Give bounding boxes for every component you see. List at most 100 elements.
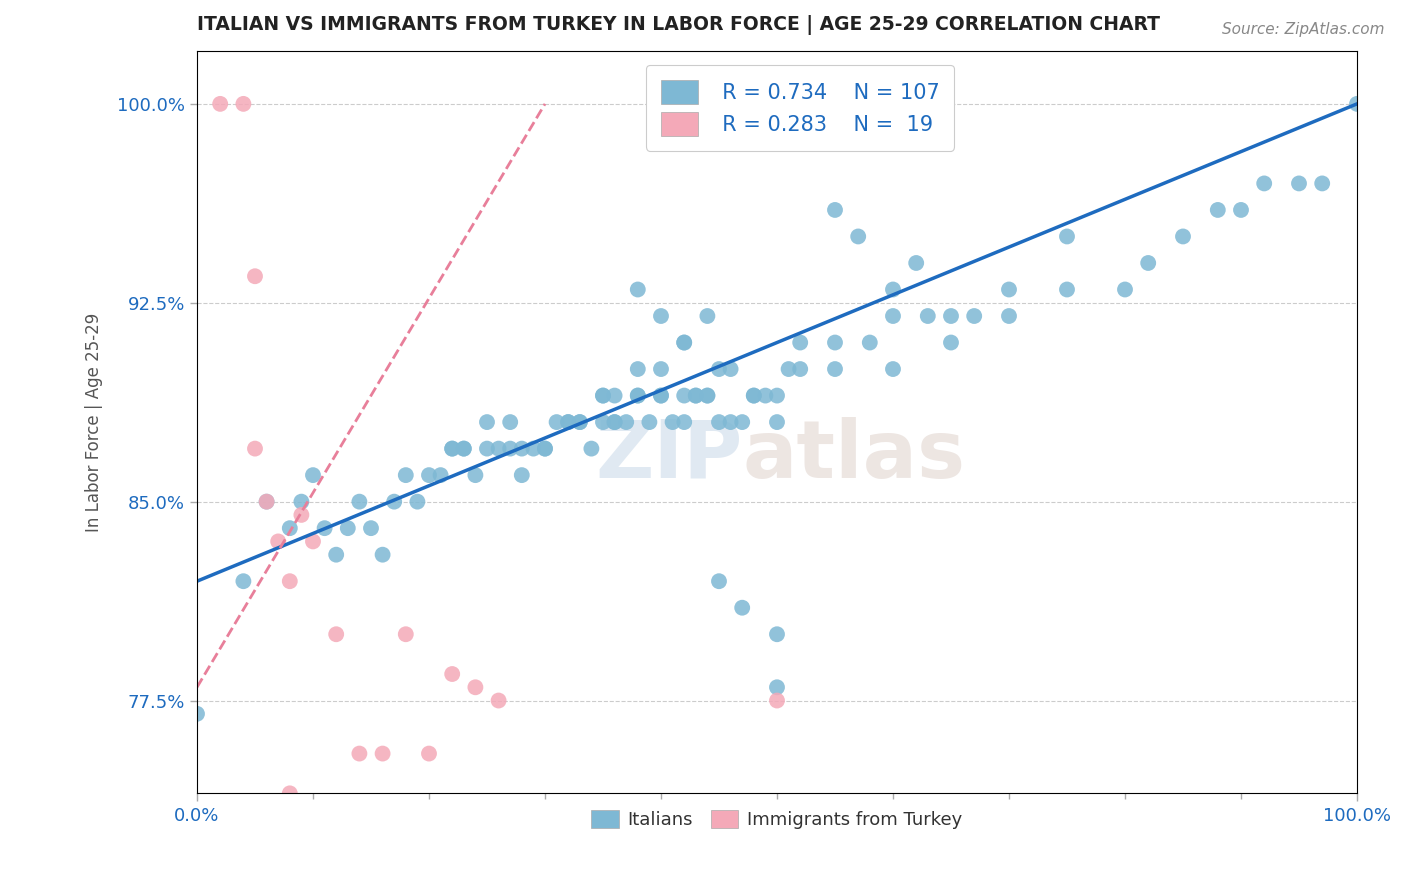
- Point: [824, 202, 846, 217]
- Point: [441, 442, 464, 456]
- Point: [557, 415, 579, 429]
- Point: [349, 494, 371, 508]
- Point: [453, 442, 475, 456]
- Point: [731, 600, 754, 615]
- Point: [349, 747, 371, 761]
- Point: [846, 229, 869, 244]
- Point: [568, 415, 591, 429]
- Point: [1171, 229, 1194, 244]
- Point: [209, 96, 232, 111]
- Point: [371, 747, 394, 761]
- Point: [557, 415, 579, 429]
- Point: [614, 415, 637, 429]
- Point: [510, 442, 533, 456]
- Point: [186, 706, 208, 721]
- Point: [685, 388, 707, 402]
- Point: [429, 468, 451, 483]
- Point: [510, 468, 533, 483]
- Point: [441, 667, 464, 681]
- Point: [603, 415, 626, 429]
- Point: [673, 335, 696, 350]
- Point: [290, 508, 312, 522]
- Point: [707, 415, 730, 429]
- Point: [406, 494, 429, 508]
- Point: [475, 415, 498, 429]
- Point: [754, 388, 776, 402]
- Point: [650, 309, 672, 323]
- Text: atlas: atlas: [742, 417, 966, 494]
- Point: [882, 283, 904, 297]
- Point: [603, 388, 626, 402]
- Point: [314, 521, 336, 535]
- Point: [581, 442, 603, 456]
- Point: [592, 388, 614, 402]
- Point: [534, 442, 557, 456]
- Point: [998, 283, 1021, 297]
- Point: [1253, 177, 1275, 191]
- Point: [789, 362, 811, 376]
- Point: [696, 309, 718, 323]
- Point: [488, 442, 510, 456]
- Point: [650, 362, 672, 376]
- Point: [917, 309, 939, 323]
- Point: [243, 269, 266, 284]
- Point: [720, 362, 742, 376]
- Point: [499, 442, 522, 456]
- Point: [673, 335, 696, 350]
- Point: [1114, 283, 1136, 297]
- Point: [766, 680, 789, 694]
- Point: [673, 388, 696, 402]
- Point: [336, 521, 359, 535]
- Point: [256, 494, 278, 508]
- Point: [1230, 202, 1253, 217]
- Point: [546, 415, 568, 429]
- Y-axis label: In Labor Force | Age 25-29: In Labor Force | Age 25-29: [86, 312, 103, 532]
- Point: [685, 388, 707, 402]
- Point: [499, 415, 522, 429]
- Point: [1056, 229, 1078, 244]
- Point: [464, 468, 486, 483]
- Point: [742, 388, 765, 402]
- Point: [766, 693, 789, 707]
- Point: [395, 627, 418, 641]
- Point: [627, 388, 650, 402]
- Point: [232, 574, 254, 589]
- Point: [824, 362, 846, 376]
- Point: [742, 388, 765, 402]
- Point: [627, 283, 650, 297]
- Point: [824, 335, 846, 350]
- Point: [673, 415, 696, 429]
- Point: [325, 627, 347, 641]
- Point: [603, 415, 626, 429]
- Point: [766, 627, 789, 641]
- Point: [464, 680, 486, 694]
- Point: [278, 574, 301, 589]
- Point: [778, 362, 800, 376]
- Point: [882, 309, 904, 323]
- Point: [267, 534, 290, 549]
- Point: [789, 335, 811, 350]
- Point: [882, 362, 904, 376]
- Point: [1310, 177, 1333, 191]
- Point: [707, 574, 730, 589]
- Point: [1206, 202, 1229, 217]
- Point: [534, 442, 557, 456]
- Point: [859, 335, 882, 350]
- Point: [638, 415, 661, 429]
- Point: [627, 388, 650, 402]
- Point: [661, 415, 683, 429]
- Point: [731, 415, 754, 429]
- Point: [766, 388, 789, 402]
- Point: [278, 521, 301, 535]
- Point: [939, 335, 962, 350]
- Text: Source: ZipAtlas.com: Source: ZipAtlas.com: [1222, 22, 1385, 37]
- Point: [475, 442, 498, 456]
- Point: [243, 442, 266, 456]
- Point: [325, 548, 347, 562]
- Point: [720, 415, 742, 429]
- Point: [418, 747, 440, 761]
- Point: [905, 256, 928, 270]
- Point: [650, 388, 672, 402]
- Point: [1346, 96, 1368, 111]
- Point: [441, 442, 464, 456]
